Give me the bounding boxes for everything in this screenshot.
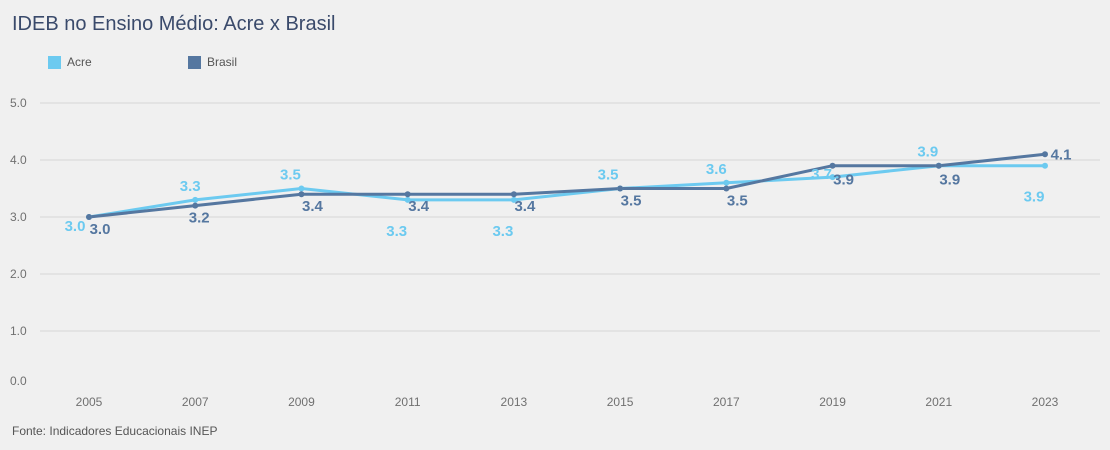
grid-lines [40,102,1100,332]
data-point-brasil [192,202,199,209]
x-tick-label: 2019 [819,395,846,409]
y-tick-label: 0.0 [10,374,27,388]
legend-label-brasil: Brasil [207,55,238,69]
data-point-acre [1042,162,1048,169]
data-label-acre: 3.3 [492,223,513,240]
data-point-brasil [404,191,411,198]
data-point-brasil [617,185,624,192]
data-label-brasil: 3.0 [90,221,111,238]
data-point-brasil [723,185,730,192]
legend-item-brasil[interactable]: Brasil [188,55,237,69]
data-label-acre: 3.0 [65,218,86,235]
x-tick-label: 2017 [713,395,740,409]
data-label-brasil: 3.9 [939,172,960,189]
x-tick-label: 2015 [607,395,634,409]
x-tick-label: 2021 [925,395,952,409]
y-tick-label: 5.0 [10,96,27,110]
legend-swatch-acre [48,55,61,69]
data-point-brasil [298,191,305,198]
series-line-acre [88,164,1045,219]
x-tick-label: 2023 [1032,395,1059,409]
x-tick-label: 2011 [395,395,421,409]
data-point-brasil [935,162,942,169]
data-label-acre: 3.5 [598,167,619,184]
x-tick-label: 2005 [76,395,103,409]
y-tick-label: 1.0 [10,324,27,338]
data-label-brasil: 4.1 [1051,146,1072,163]
series-line-brasil [88,152,1046,219]
data-point-acre [510,196,517,203]
data-label-acre: 3.9 [917,144,938,161]
data-label-acre: 3.9 [1024,189,1045,206]
data-point-brasil [510,191,517,198]
data-point-brasil [86,214,92,220]
data-label-brasil: 3.5 [727,193,748,210]
data-point-acre [298,185,305,192]
chart-title: IDEB no Ensino Médio: Acre x Brasil [12,13,336,35]
data-label-brasil: 3.4 [514,198,536,215]
x-tick-label: 2013 [501,395,528,409]
y-tick-label: 3.0 [10,210,27,224]
data-point-acre [192,196,199,203]
data-point-acre [829,174,836,181]
source-note: Fonte: Indicadores Educacionais INEP [12,424,218,438]
data-labels: 3.03.33.53.3 3.33.5 3.6 3.73.93.93.03.23.4 3… [65,144,1072,240]
y-axis-ticks: 0.0 1.0 2.0 3.0 4.0 5.0 [10,96,27,388]
data-label-brasil: 3.9 [833,172,854,189]
data-point-brasil [1042,151,1048,158]
data-label-acre: 3.6 [706,161,727,178]
series-lines [88,152,1046,219]
x-axis-ticks: 2005 2007 2009 2011 2013 2015 2017 2019 2021 2023 [76,395,1059,409]
data-label-brasil: 3.5 [621,193,642,210]
legend-item-acre[interactable]: Acre [48,55,92,69]
data-point-acre [404,196,411,203]
x-tick-label: 2009 [288,395,315,409]
data-label-brasil: 3.4 [408,198,430,215]
data-label-acre: 3.7 [811,166,832,183]
data-label-brasil: 3.4 [302,198,324,215]
data-label-brasil: 3.2 [189,210,210,227]
data-label-acre: 3.3 [180,178,201,195]
data-point-brasil [829,162,836,169]
legend-label-acre: Acre [67,55,92,69]
data-point-acre [723,179,730,186]
y-tick-label: 2.0 [10,267,27,281]
x-tick-label: 2007 [182,395,209,409]
y-tick-label: 4.0 [10,153,27,167]
data-label-acre: 3.5 [280,167,301,184]
data-label-acre: 3.3 [386,223,407,240]
series-points [86,151,1048,220]
legend-swatch-brasil [188,55,201,69]
